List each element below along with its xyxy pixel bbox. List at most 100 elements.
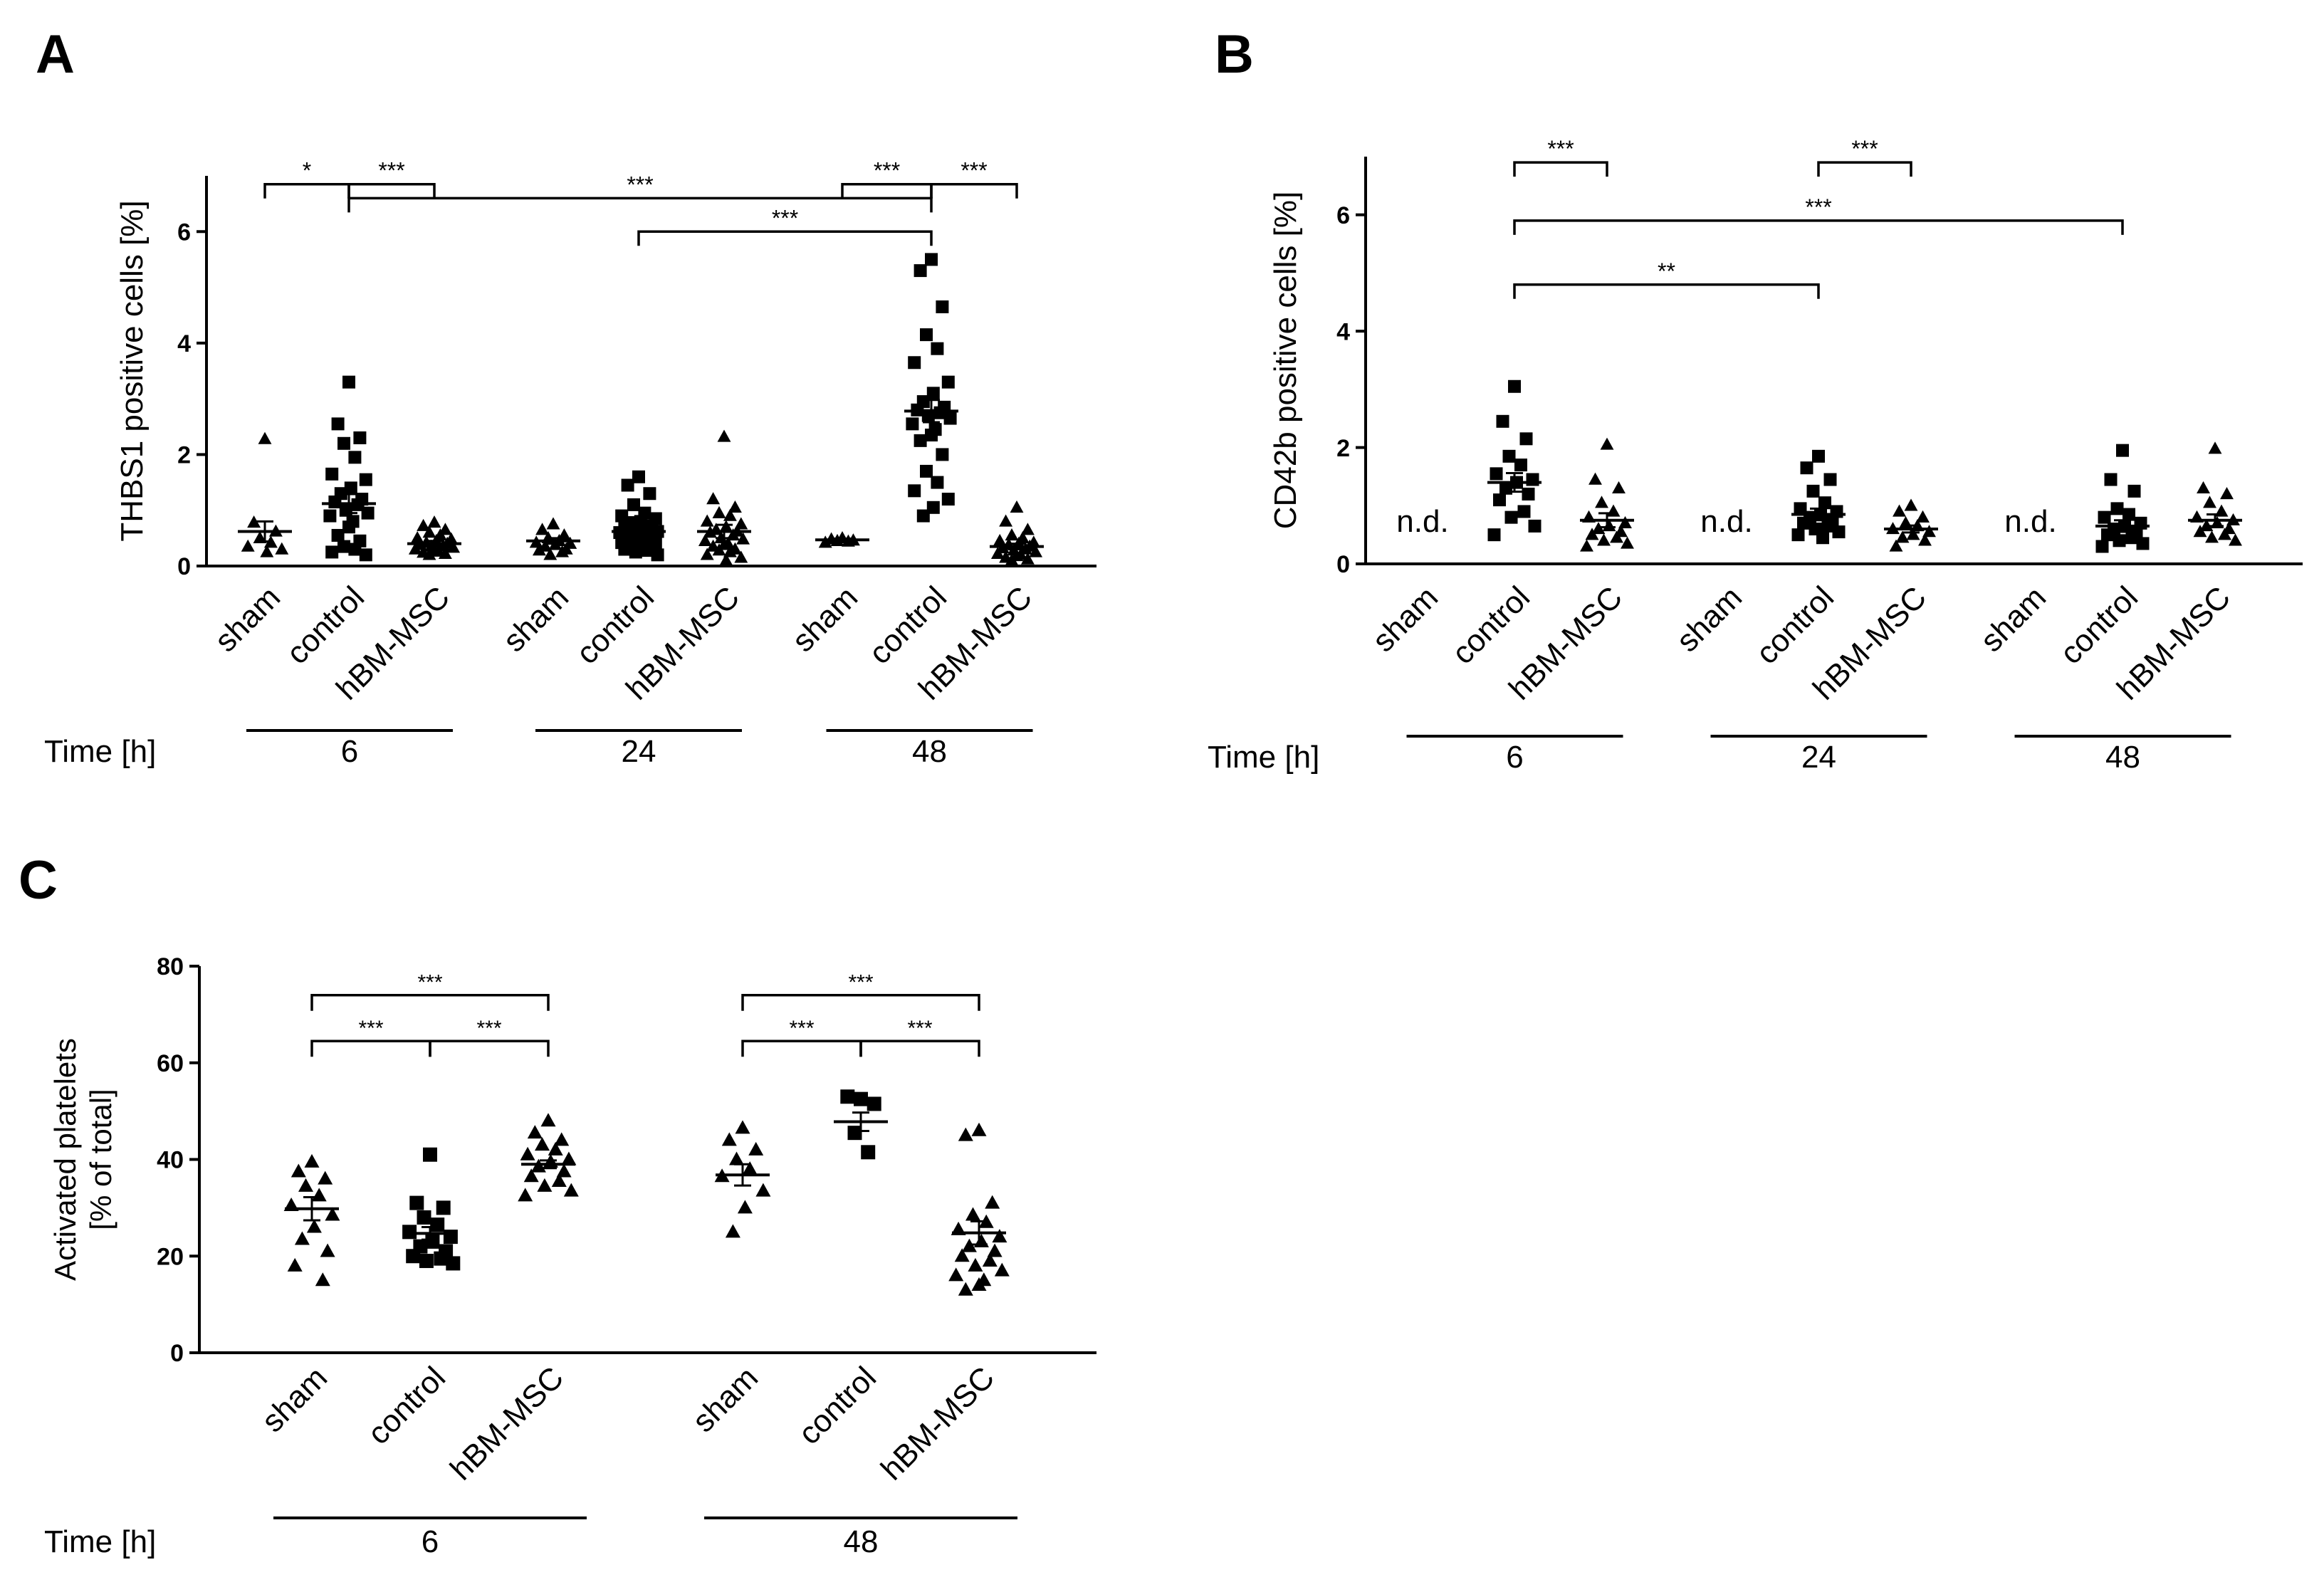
data-point bbox=[535, 1137, 550, 1151]
data-point bbox=[337, 540, 350, 553]
data-point bbox=[408, 542, 422, 555]
not-detected-label: n.d. bbox=[1396, 504, 1448, 539]
category-label: control bbox=[1445, 580, 1537, 671]
significance-label: *** bbox=[378, 158, 404, 184]
data-point bbox=[2116, 444, 2129, 457]
data-point bbox=[994, 1262, 1010, 1277]
data-point bbox=[954, 1248, 970, 1262]
data-point bbox=[1595, 496, 1608, 508]
data-point bbox=[423, 1147, 437, 1162]
data-point bbox=[2208, 441, 2222, 454]
data-point bbox=[925, 429, 938, 442]
data-point bbox=[999, 514, 1013, 527]
data-point bbox=[971, 1277, 987, 1291]
data-point bbox=[1514, 459, 1527, 472]
timepoint-label: 48 bbox=[912, 734, 947, 769]
significance-bracket bbox=[347, 182, 436, 199]
data-point bbox=[1020, 552, 1035, 565]
data-point bbox=[958, 1282, 973, 1296]
data-point bbox=[641, 544, 654, 557]
data-point bbox=[958, 1127, 973, 1141]
data-point bbox=[1893, 504, 1906, 517]
data-point bbox=[342, 375, 355, 389]
data-point bbox=[1918, 533, 1932, 546]
data-point bbox=[548, 1141, 563, 1156]
data-point bbox=[908, 356, 921, 370]
significance-bracket bbox=[741, 993, 980, 1011]
data-point bbox=[290, 1163, 306, 1178]
data-point bbox=[1496, 414, 1509, 428]
data-point bbox=[434, 1251, 449, 1266]
data-point bbox=[320, 1243, 335, 1257]
data-point bbox=[629, 545, 642, 559]
timepoint-label: 24 bbox=[1801, 740, 1836, 775]
data-point bbox=[353, 431, 367, 444]
data-point bbox=[417, 1210, 431, 1225]
significance-label: *** bbox=[874, 158, 900, 184]
significance-bracket bbox=[741, 1039, 862, 1057]
data-point bbox=[523, 1168, 539, 1183]
data-point bbox=[275, 542, 289, 555]
data-point bbox=[755, 1183, 771, 1197]
significance-label: *** bbox=[848, 971, 873, 995]
data-point bbox=[1889, 539, 1903, 552]
data-point bbox=[1020, 523, 1035, 535]
data-point bbox=[2205, 530, 2219, 543]
significance-bracket bbox=[859, 1039, 980, 1057]
data-point bbox=[1806, 484, 1820, 498]
data-point bbox=[339, 503, 352, 517]
not-detected-label: n.d. bbox=[2004, 504, 2056, 539]
data-point bbox=[1029, 545, 1043, 557]
panel-b-letter: B bbox=[1215, 24, 1254, 85]
data-point bbox=[427, 515, 441, 528]
data-point bbox=[1791, 528, 1805, 542]
y-tick-label: 0 bbox=[170, 1340, 184, 1367]
data-point bbox=[2113, 534, 2126, 548]
data-point bbox=[359, 548, 372, 562]
data-point bbox=[728, 500, 742, 513]
data-point bbox=[2104, 473, 2118, 486]
data-point bbox=[941, 493, 955, 506]
data-point bbox=[436, 1200, 451, 1215]
data-point bbox=[1580, 539, 1593, 552]
significance-bracket bbox=[841, 182, 933, 199]
data-point bbox=[1005, 553, 1019, 566]
data-point bbox=[1800, 461, 1813, 475]
y-tick-label: 60 bbox=[157, 1050, 184, 1077]
data-point bbox=[729, 1151, 744, 1165]
data-point bbox=[337, 436, 350, 450]
data-point bbox=[518, 1188, 533, 1202]
data-point bbox=[555, 545, 570, 557]
timepoint-label: 48 bbox=[844, 1524, 879, 1559]
category-label: sham bbox=[785, 580, 864, 659]
data-point bbox=[520, 1146, 535, 1161]
data-point bbox=[734, 550, 748, 563]
timepoint-label: 48 bbox=[2105, 740, 2140, 775]
data-point bbox=[328, 495, 342, 508]
y-tick-label: 6 bbox=[1336, 202, 1350, 229]
data-point bbox=[725, 1224, 740, 1238]
panel-c: C 0 20 40 60 80 Activated platelets [% of tota… bbox=[19, 850, 1096, 1559]
data-point bbox=[920, 328, 933, 342]
y-tick-label: 2 bbox=[177, 442, 191, 469]
category-label: control bbox=[2053, 580, 2145, 671]
data-point bbox=[1621, 536, 1634, 549]
data-point bbox=[621, 478, 634, 492]
category-label: hBM-MSC bbox=[444, 1360, 570, 1487]
data-point bbox=[847, 1126, 862, 1141]
significance-label: *** bbox=[1547, 136, 1574, 162]
y-axis-label: CD42b positive cells [%] bbox=[1268, 192, 1303, 529]
data-point bbox=[936, 300, 949, 313]
data-point bbox=[247, 515, 261, 528]
data-point bbox=[1797, 516, 1810, 530]
data-point bbox=[2123, 508, 2135, 521]
data-point bbox=[712, 543, 726, 556]
data-point bbox=[260, 545, 274, 557]
time-axis-label: Time [h] bbox=[44, 1524, 156, 1559]
data-point bbox=[1816, 531, 1829, 545]
data-point bbox=[818, 535, 832, 548]
